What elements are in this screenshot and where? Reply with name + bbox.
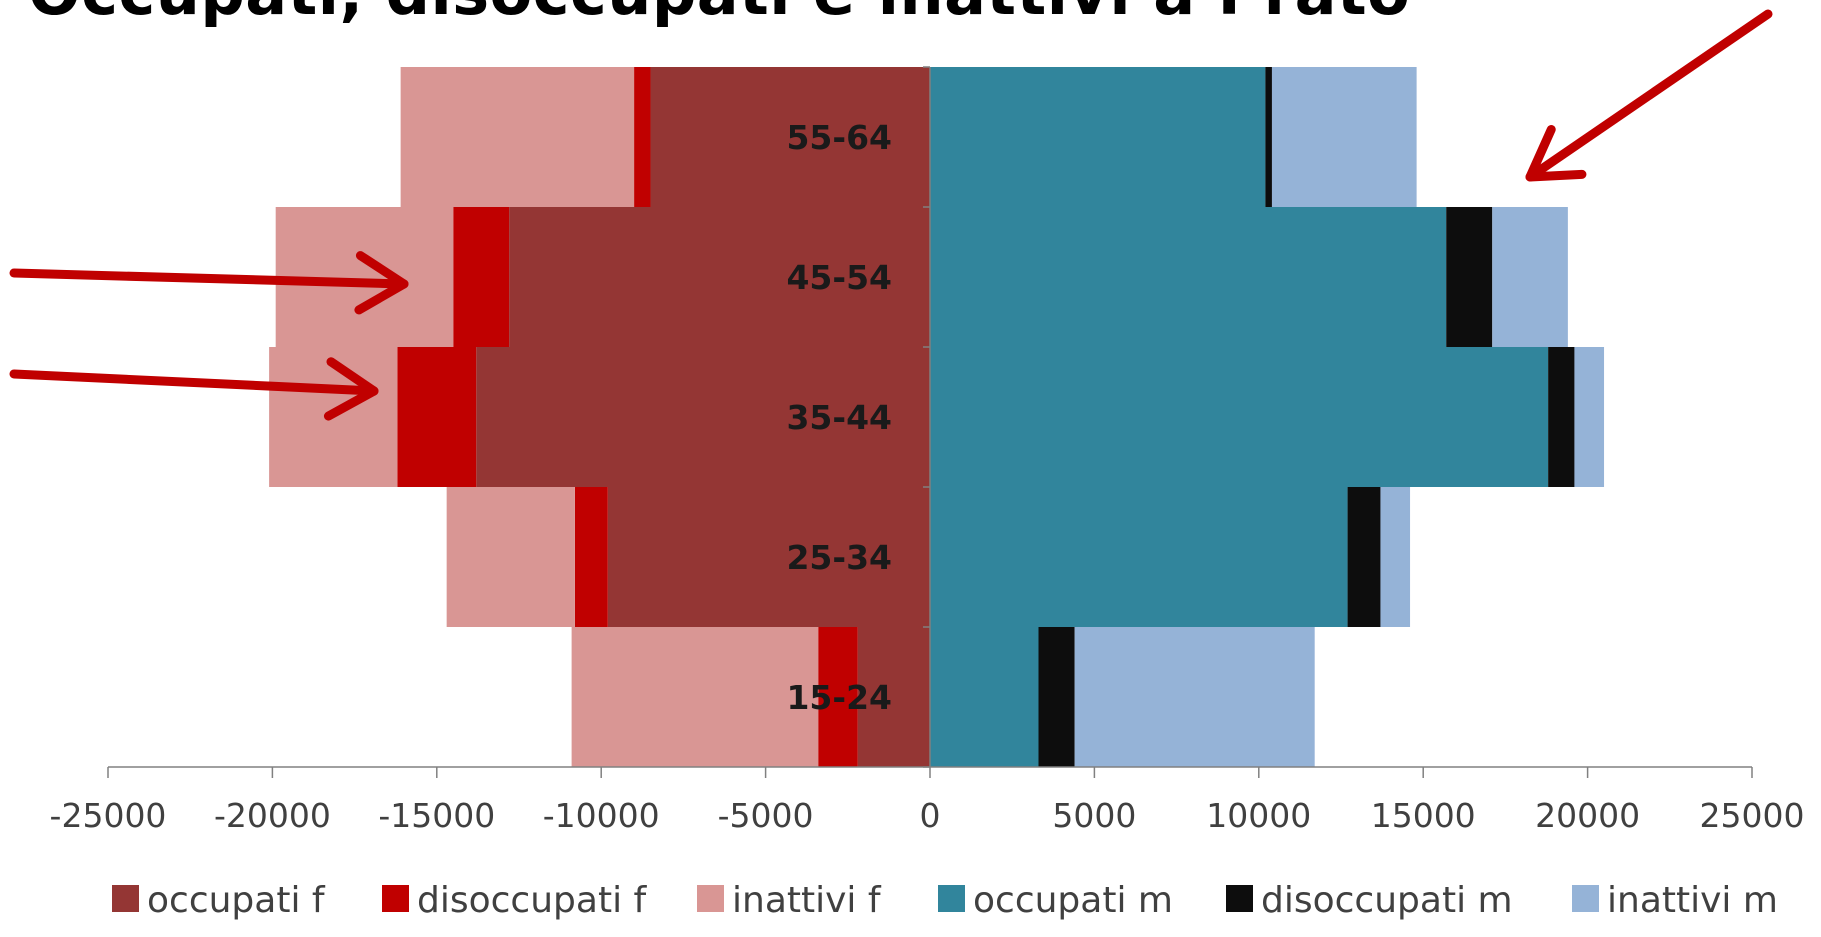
legend-swatch-inattivi-f bbox=[697, 885, 724, 912]
category-label-25-34: 25-34 bbox=[786, 538, 892, 577]
bar-inattivi-m-45-54 bbox=[1492, 207, 1568, 347]
x-tick-label: -25000 bbox=[50, 796, 167, 835]
bar-occupati-f-25-34 bbox=[607, 487, 930, 627]
x-tick-label: -15000 bbox=[378, 796, 495, 835]
x-tick-label: 15000 bbox=[1371, 796, 1476, 835]
annotations bbox=[9, 9, 1773, 421]
x-tick-label: 0 bbox=[920, 796, 941, 835]
x-tick-label: -10000 bbox=[543, 796, 660, 835]
bar-occupati-m-15-24 bbox=[930, 627, 1039, 767]
bar-inattivi-m-35-44 bbox=[1574, 347, 1605, 487]
bar-disoccupati-f-55-64 bbox=[634, 67, 651, 207]
legend-swatch-occupati-m bbox=[938, 885, 965, 912]
legend-label-inattivi-m: inattivi m bbox=[1607, 880, 1778, 921]
annotation-arrow-inattivi-f-45-54 bbox=[9, 251, 409, 315]
legend-swatch-disoccupati-m bbox=[1226, 885, 1253, 912]
x-tick-label: -20000 bbox=[214, 796, 331, 835]
legend-swatch-occupati-f bbox=[112, 885, 139, 912]
category-label-15-24: 15-24 bbox=[786, 678, 892, 717]
bar-occupati-m-35-44 bbox=[930, 347, 1549, 487]
bar-disoccupati-m-15-24 bbox=[1038, 627, 1075, 767]
bar-occupati-f-15-24 bbox=[857, 627, 930, 767]
bar-occupati-f-45-54 bbox=[509, 207, 930, 347]
bar-inattivi-f-55-64 bbox=[400, 67, 635, 207]
bar-disoccupati-m-45-54 bbox=[1446, 207, 1493, 347]
x-tick-label: 25000 bbox=[1700, 796, 1805, 835]
bar-inattivi-f-25-34 bbox=[446, 487, 575, 627]
x-axis: -25000 -20000 -15000 -10000 -5000 0 5000 10000 1… bbox=[50, 66, 1805, 835]
category-label-55-64: 55-64 bbox=[786, 118, 892, 157]
bar-occupati-m-45-54 bbox=[930, 207, 1447, 347]
legend-label-occupati-m: occupati m bbox=[973, 880, 1173, 921]
bar-inattivi-m-25-34 bbox=[1380, 487, 1411, 627]
legend-label-disoccupati-m: disoccupati m bbox=[1261, 880, 1513, 921]
legend: occupati f disoccupati f inattivi f occupat… bbox=[112, 880, 1778, 921]
bar-occupati-f-35-44 bbox=[476, 347, 930, 487]
x-tick-label: 10000 bbox=[1206, 796, 1311, 835]
bar-inattivi-m-55-64 bbox=[1271, 67, 1417, 207]
bar-occupati-m-55-64 bbox=[930, 67, 1266, 207]
legend-swatch-inattivi-m bbox=[1572, 885, 1599, 912]
legend-swatch-disoccupati-f bbox=[382, 885, 409, 912]
bar-inattivi-m-15-24 bbox=[1074, 627, 1315, 767]
x-tick-label: 20000 bbox=[1535, 796, 1640, 835]
bar-disoccupati-f-25-34 bbox=[574, 487, 608, 627]
bar-disoccupati-f-15-24 bbox=[818, 627, 858, 767]
bar-disoccupati-m-35-44 bbox=[1548, 347, 1575, 487]
bar-occupati-m-25-34 bbox=[930, 487, 1348, 627]
bar-inattivi-f-15-24 bbox=[571, 627, 819, 767]
bar-disoccupati-m-25-34 bbox=[1347, 487, 1381, 627]
x-tick-label: 5000 bbox=[1052, 796, 1136, 835]
category-label-35-44: 35-44 bbox=[786, 398, 892, 437]
legend-label-occupati-f: occupati f bbox=[147, 880, 326, 921]
category-label-45-54: 45-54 bbox=[786, 258, 892, 297]
slide-title: Occupati, disoccupati e inattivi a Prato bbox=[28, 0, 1410, 29]
category-labels: 15-24 25-34 35-44 45-54 55-64 bbox=[786, 118, 892, 717]
bar-disoccupati-f-35-44 bbox=[397, 347, 477, 487]
annotation-arrow-inattivi-f-35-44 bbox=[9, 357, 379, 421]
bars-layer bbox=[269, 67, 1605, 767]
x-tick-label: -5000 bbox=[718, 796, 814, 835]
bar-occupati-f-55-64 bbox=[650, 67, 930, 207]
annotation-arrow-inattivi-m-55-64 bbox=[1525, 9, 1773, 182]
legend-label-disoccupati-f: disoccupati f bbox=[417, 880, 648, 921]
bar-disoccupati-f-45-54 bbox=[453, 207, 510, 347]
bar-disoccupati-m-55-64 bbox=[1265, 67, 1272, 207]
legend-label-inattivi-f: inattivi f bbox=[732, 880, 882, 921]
